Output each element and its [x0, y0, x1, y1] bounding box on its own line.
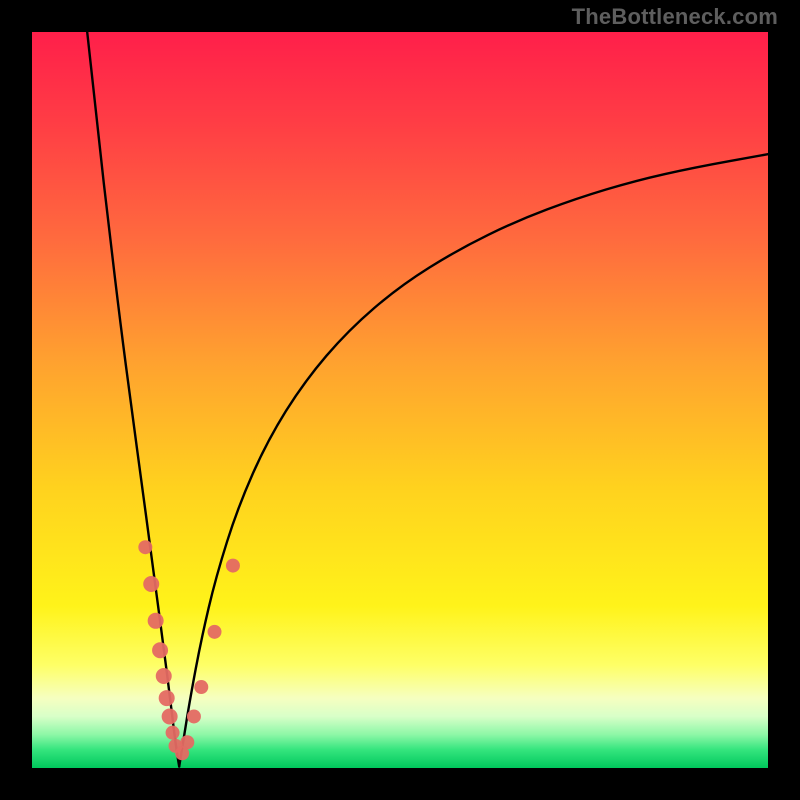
- marker-point: [175, 746, 189, 760]
- marker-point: [187, 709, 201, 723]
- plot-area: [32, 32, 768, 768]
- gradient-background: [32, 32, 768, 768]
- marker-point: [166, 726, 180, 740]
- marker-point: [208, 625, 222, 639]
- marker-point: [194, 680, 208, 694]
- marker-point: [148, 613, 164, 629]
- watermark-text: TheBottleneck.com: [572, 4, 778, 30]
- marker-point: [143, 576, 159, 592]
- marker-point: [162, 708, 178, 724]
- marker-point: [159, 690, 175, 706]
- marker-point: [226, 559, 240, 573]
- chart-container: TheBottleneck.com: [0, 0, 800, 800]
- marker-point: [152, 642, 168, 658]
- chart-svg: [32, 32, 768, 768]
- marker-point: [138, 540, 152, 554]
- marker-point: [156, 668, 172, 684]
